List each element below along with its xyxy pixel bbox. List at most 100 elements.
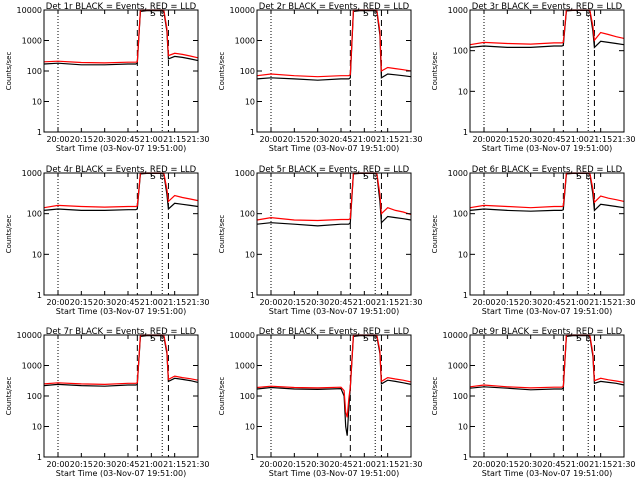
- x-tick-label: 21:15: [163, 460, 186, 469]
- x-axis-label: Start Time (03-Nov-07 19:51:00): [56, 307, 186, 316]
- y-tick-label: 10000: [230, 331, 255, 340]
- x-tick-label: 21:30: [186, 460, 209, 469]
- y-tick-label: 100: [27, 210, 42, 219]
- x-tick-label: 20:00: [472, 135, 495, 144]
- x-tick-label: 20:45: [542, 298, 565, 307]
- x-tick-label: 21:30: [186, 135, 209, 144]
- x-tick-label: 21:30: [399, 135, 422, 144]
- x-tick-label: 20:30: [519, 135, 542, 144]
- x-tick-label: 20:00: [472, 298, 495, 307]
- top-marker-label: S: [363, 172, 369, 182]
- y-tick-label: 1: [37, 291, 42, 300]
- series-line: [256, 9, 412, 78]
- chart-title: Det 1r BLACK = Events, RED = LLD: [46, 2, 197, 12]
- y-tick-label: 100: [453, 392, 468, 401]
- y-tick-label: 1000: [235, 37, 255, 46]
- top-marker-label: S: [576, 334, 582, 344]
- x-tick-label: 20:00: [472, 460, 495, 469]
- y-tick-label: 100: [27, 392, 42, 401]
- y-tick-label: 10000: [230, 6, 255, 15]
- series-line: [469, 335, 625, 391]
- x-tick-label: 21:30: [399, 298, 422, 307]
- x-tick-label: 20:45: [116, 135, 139, 144]
- series-line: [256, 172, 412, 222]
- series-line: [43, 10, 199, 66]
- y-tick-label: 1000: [448, 362, 468, 371]
- plot-frame: [43, 9, 199, 133]
- x-tick-label: 21:00: [566, 298, 589, 307]
- y-tick-label: 100: [453, 47, 468, 56]
- x-tick-label: 21:00: [140, 298, 163, 307]
- x-tick-label: 20:30: [93, 298, 116, 307]
- series-line: [256, 335, 412, 436]
- top-marker-label: E: [585, 334, 591, 344]
- x-tick-label: 20:00: [259, 135, 282, 144]
- y-axis-label: Counts/sec: [5, 52, 13, 91]
- top-marker-label: E: [585, 172, 591, 182]
- chart-title: Det 2r BLACK = Events, RED = LLD: [259, 2, 410, 12]
- y-axis-label: Counts/sec: [218, 52, 226, 91]
- x-tick-label: 20:15: [283, 298, 306, 307]
- y-tick-label: 1000: [22, 37, 42, 46]
- chart-title: Det 8r BLACK = Events, RED = LLD: [259, 327, 410, 337]
- y-tick-label: 1000: [448, 6, 468, 15]
- plot-frame: [469, 9, 625, 133]
- y-tick-label: 1: [463, 291, 468, 300]
- series-line: [43, 9, 199, 64]
- x-tick-label: 20:30: [306, 460, 329, 469]
- plot-frame: [469, 172, 625, 296]
- y-axis-label: Counts/sec: [218, 377, 226, 416]
- x-tick-label: 20:15: [496, 460, 519, 469]
- plot-frame: [43, 334, 199, 458]
- x-tick-label: 21:30: [186, 298, 209, 307]
- x-tick-label: 20:15: [70, 135, 93, 144]
- top-marker-label: E: [372, 334, 378, 344]
- top-marker-label: E: [585, 9, 591, 19]
- y-tick-label: 10000: [17, 331, 42, 340]
- y-tick-label: 1000: [235, 362, 255, 371]
- y-tick-label: 10000: [17, 6, 42, 15]
- y-tick-label: 1: [250, 453, 255, 462]
- x-tick-label: 21:00: [140, 135, 163, 144]
- y-axis-label: Counts/sec: [5, 215, 13, 254]
- y-tick-label: 1000: [22, 362, 42, 371]
- x-tick-label: 21:30: [612, 460, 635, 469]
- y-tick-label: 10: [245, 250, 255, 259]
- plot-frame: [256, 9, 412, 133]
- x-tick-label: 20:00: [46, 460, 69, 469]
- x-tick-label: 21:00: [353, 298, 376, 307]
- x-tick-label: 21:00: [566, 460, 589, 469]
- y-tick-label: 1: [37, 453, 42, 462]
- y-tick-label: 100: [240, 67, 255, 76]
- x-tick-label: 20:15: [283, 135, 306, 144]
- y-tick-label: 10: [32, 98, 42, 107]
- series-line: [256, 334, 412, 418]
- x-tick-label: 20:45: [116, 298, 139, 307]
- y-axis-label: Counts/sec: [218, 215, 226, 254]
- x-tick-label: 20:45: [542, 135, 565, 144]
- series-line: [43, 172, 199, 209]
- top-marker-label: S: [363, 334, 369, 344]
- plot-frame: [43, 172, 199, 296]
- y-tick-label: 10: [245, 423, 255, 432]
- y-axis-label: Counts/sec: [431, 215, 439, 254]
- y-tick-label: 100: [453, 210, 468, 219]
- y-tick-label: 10000: [443, 331, 468, 340]
- x-tick-label: 20:30: [93, 460, 116, 469]
- y-tick-label: 10: [458, 423, 468, 432]
- plot-frame: [256, 172, 412, 296]
- x-axis-label: Start Time (03-Nov-07 19:51:00): [482, 307, 612, 316]
- y-axis-label: Counts/sec: [431, 52, 439, 91]
- x-tick-label: 21:00: [353, 135, 376, 144]
- y-tick-label: 100: [27, 67, 42, 76]
- x-tick-label: 20:45: [329, 460, 352, 469]
- series-line: [469, 172, 625, 209]
- x-tick-label: 21:15: [376, 298, 399, 307]
- x-tick-label: 20:00: [46, 135, 69, 144]
- series-line: [469, 334, 625, 389]
- top-marker-label: S: [576, 9, 582, 19]
